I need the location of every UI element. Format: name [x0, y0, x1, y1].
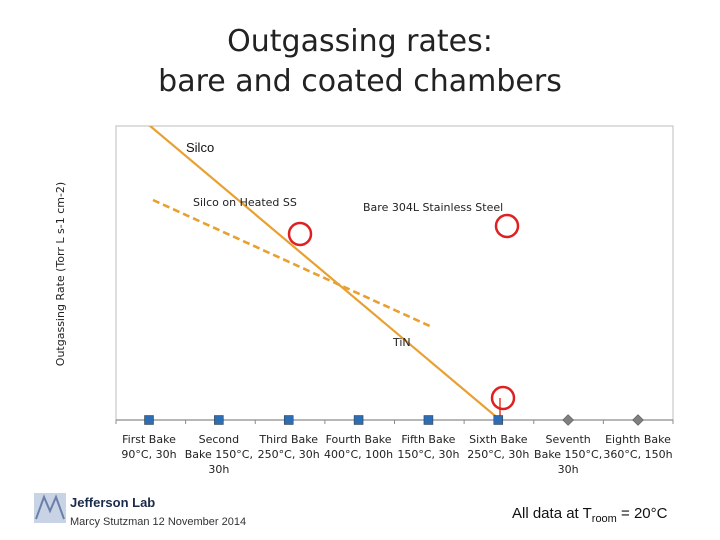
room-temperature-note: All data at Troom = 20°C [512, 505, 667, 525]
title-line-2: bare and coated chambers [158, 64, 562, 99]
trend-lines [148, 126, 501, 420]
annotation-tin: TiN [392, 336, 411, 349]
author-footer: Marcy Stutzman 12 November 2014 [70, 516, 247, 528]
annotation-silco: Silco [186, 140, 214, 155]
x-tick-label-line: Second [199, 433, 239, 446]
x-tick-label: Fourth Bake 400°C, 100h [324, 433, 393, 461]
plot-area-frame [115, 125, 674, 421]
x-tick-label-line: Fourth Bake [326, 433, 392, 446]
x-tick-labels: First Bake 90°C, 30h Second Bake 150°C, 30h T… [121, 433, 672, 476]
silco-heated-circle [287, 221, 313, 247]
x-tick-label: Eighth Bake 360°C, 150h [603, 433, 672, 461]
data-point-square [423, 415, 434, 425]
silco-trend-line [152, 198, 433, 329]
x-tick-label: Third Bake 250°C, 30h [258, 433, 320, 461]
axis-ticks [115, 420, 674, 424]
x-tick-label-line: First Bake [122, 433, 176, 446]
x-tick-label-line: 30h [558, 463, 579, 476]
x-tick-label-line: 360°C, 150h [603, 448, 672, 461]
room-note-suffix: = 20°C [616, 505, 668, 522]
data-point-diamond [632, 414, 644, 426]
data-point-diamond [562, 414, 574, 426]
x-tick-label: Seventh Bake 150°C, 30h [534, 433, 602, 476]
x-tick-label-line: Fifth Bake [401, 433, 455, 446]
x-tick-label-line: Third Bake [258, 433, 318, 446]
jefferson-lab-logo [34, 493, 66, 523]
annotation-bare-ss: Bare 304L Stainless Steel [363, 201, 503, 214]
x-tick-label: Second Bake 150°C, 30h [185, 433, 253, 476]
x-tick-label-line: 90°C, 30h [121, 448, 176, 461]
x-tick-label-line: 30h [208, 463, 229, 476]
data-point-square [283, 415, 294, 425]
room-note-subscript: room [591, 513, 617, 525]
x-tick-label-line: 250°C, 30h [258, 448, 320, 461]
slide-title: Outgassing rates: bare and coated chambe… [0, 22, 720, 102]
x-tick-label-line: 150°C, 30h [397, 448, 459, 461]
x-tick-label-line: Bake 150°C, [185, 448, 253, 461]
x-tick-label-line: Eighth Bake [605, 433, 671, 446]
data-point-square [493, 415, 504, 425]
x-tick-label: First Bake 90°C, 30h [121, 433, 176, 461]
x-tick-label: Sixth Bake 250°C, 30h [467, 433, 529, 461]
tin-trend-line [148, 126, 501, 420]
x-tick-label-line: Seventh [545, 433, 590, 446]
title-line-1: Outgassing rates: [227, 24, 493, 59]
x-tick-label: Fifth Bake 150°C, 30h [397, 433, 459, 461]
x-tick-label-line: 400°C, 100h [324, 448, 393, 461]
x-tick-label-line: Bake 150°C, [534, 448, 602, 461]
x-tick-label-line: 250°C, 30h [467, 448, 529, 461]
data-point-square [214, 415, 224, 425]
data-point-square [353, 415, 364, 425]
room-note-prefix: All data at T [512, 505, 592, 522]
data-point-square [144, 415, 154, 425]
tin-circle [490, 385, 516, 411]
y-axis-label: Outgassing Rate (Torr L s-1 cm-2) [54, 182, 67, 366]
x-tick-label-line: Sixth Bake [469, 433, 528, 446]
data-markers [144, 414, 644, 426]
bare-ss-circle [494, 213, 520, 239]
logo-text: Jefferson Lab [70, 495, 156, 510]
annotation-silco-heated: Silco on Heated SS [193, 196, 297, 209]
